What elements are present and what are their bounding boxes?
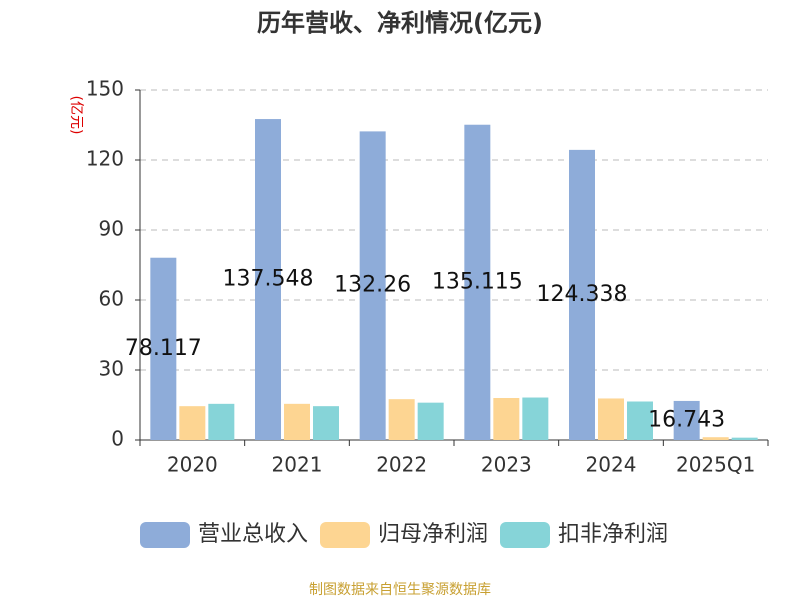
legend-label: 营业总收入: [198, 522, 308, 547]
bar: [627, 401, 653, 440]
legend-swatch: [320, 522, 370, 548]
bar: [150, 257, 177, 440]
bar: [284, 403, 310, 440]
x-tick-label: 2025Q1: [676, 453, 755, 477]
y-tick-label: 30: [99, 357, 124, 381]
bar: [673, 400, 700, 440]
legend-label: 归母净利润: [378, 522, 488, 547]
bar: [388, 399, 415, 440]
bar: [731, 437, 758, 440]
data-label: 78.117: [125, 336, 202, 361]
bar: [208, 403, 235, 440]
bar: [464, 124, 491, 441]
bar: [598, 398, 624, 440]
y-tick-label: 60: [99, 287, 124, 311]
y-tick-label: 150: [86, 77, 124, 101]
y-tick-label: 0: [111, 427, 124, 451]
bar: [493, 398, 520, 440]
chart-title: 历年营收、净利情况(亿元): [257, 9, 543, 37]
x-tick-label: 2020: [167, 453, 218, 477]
data-label: 137.548: [223, 267, 314, 292]
bar: [179, 406, 206, 440]
bar: [359, 131, 386, 441]
bar: [417, 402, 444, 440]
x-tick-label: 2024: [586, 453, 637, 477]
x-tick-label: 2022: [376, 453, 427, 477]
x-tick-label: 2021: [272, 453, 323, 477]
legend-label: 扣非净利润: [558, 522, 668, 547]
data-label: 135.115: [432, 269, 523, 294]
x-tick-label: 2023: [481, 453, 532, 477]
legend-swatch: [500, 522, 550, 548]
y-tick-label: 90: [99, 217, 124, 241]
legend-swatch: [140, 522, 190, 548]
data-label: 16.743: [648, 407, 725, 432]
bar: [569, 149, 595, 441]
bar: [255, 119, 281, 441]
data-label: 124.338: [537, 282, 628, 307]
bar: [702, 437, 729, 440]
bar: [313, 406, 339, 440]
source-note: 制图数据来自恒生聚源数据库: [309, 582, 491, 598]
y-axis-label: (亿元): [68, 96, 84, 135]
y-tick-label: 120: [86, 147, 124, 171]
bar: [522, 397, 549, 440]
data-label: 132.26: [334, 273, 411, 298]
